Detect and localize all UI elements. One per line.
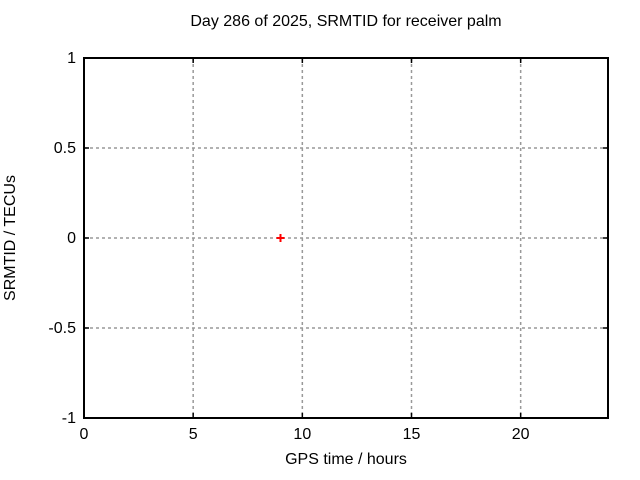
y-tick-label: 0.5 xyxy=(54,140,76,157)
x-tick-label: 0 xyxy=(80,426,89,443)
y-tick-label: -1 xyxy=(62,410,76,427)
y-tick-label: 1 xyxy=(67,50,76,67)
x-tick-label: 20 xyxy=(512,426,530,443)
x-tick-label: 5 xyxy=(189,426,198,443)
y-tick-label: 0 xyxy=(67,230,76,247)
x-tick-label: 15 xyxy=(403,426,421,443)
y-tick-label: -0.5 xyxy=(48,320,76,337)
plot-border xyxy=(83,57,609,419)
chart-title: Day 286 of 2025, SRMTID for receiver pal… xyxy=(190,13,502,30)
x-tick-label: 10 xyxy=(293,426,311,443)
x-axis-label: GPS time / hours xyxy=(285,451,407,468)
